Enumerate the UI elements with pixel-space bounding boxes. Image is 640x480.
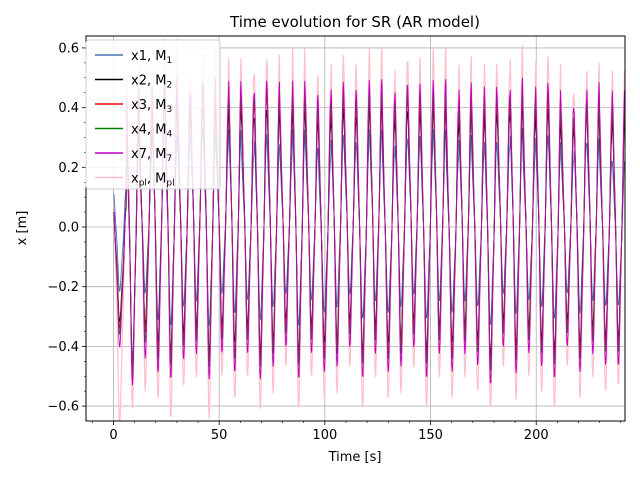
y-tick-label: −0.4 <box>47 340 79 355</box>
y-tick-label: −0.6 <box>47 400 79 415</box>
chart-title: Time evolution for SR (AR model) <box>229 13 480 31</box>
legend-entry-2: x3, M3 <box>131 98 172 115</box>
legend: x1, M1 x2, M2 x3, M3 x4, M4 x7, M7 xpl, Mpl <box>85 39 221 190</box>
legend-entry-5: xpl, Mpl <box>131 172 175 189</box>
legend-entry-3: x4, M4 <box>131 123 172 140</box>
y-tick-label: −0.2 <box>47 280 79 295</box>
legend-box <box>85 39 221 190</box>
y-tick-label: 0.4 <box>58 101 79 116</box>
y-tick-label: 0.6 <box>58 41 79 56</box>
x-tick-label: 100 <box>312 428 337 443</box>
y-axis-label: x [m] <box>15 211 30 246</box>
series-layer <box>112 38 625 421</box>
axis-ticks: 0 50 100 150 200 −0.6 −0.4 −0.2 0.0 0.2 0.4 0.6 <box>47 41 622 443</box>
legend-entry-1: x2, M2 <box>131 74 172 91</box>
y-tick-label: 0.2 <box>58 161 79 176</box>
series-line-4 <box>113 77 625 386</box>
x-tick-label: 150 <box>418 428 443 443</box>
x-tick-label: 50 <box>211 428 228 443</box>
y-tick-label: 0.0 <box>58 221 79 236</box>
legend-entry-4: x7, M7 <box>131 147 172 164</box>
x-tick-label: 200 <box>524 428 549 443</box>
plot-frame <box>85 35 626 422</box>
x-axis-label: Time [s] <box>328 450 382 465</box>
legend-entry-0: x1, M1 <box>131 49 172 66</box>
x-tick-label: 0 <box>109 428 117 443</box>
